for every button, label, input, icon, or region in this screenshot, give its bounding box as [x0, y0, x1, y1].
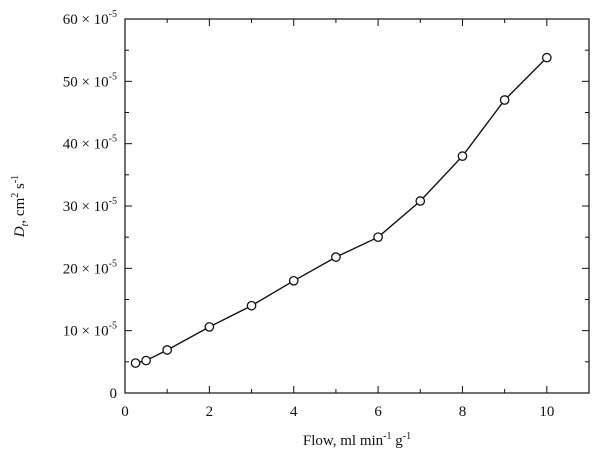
- data-point: [204, 322, 215, 332]
- data-point: [541, 52, 552, 63]
- y-tick-label: 30 × 10-5: [63, 196, 117, 215]
- x-tick-label: 0: [121, 404, 129, 420]
- y-tick-label: 0: [110, 386, 118, 402]
- y-tick-label: 20 × 10-5: [63, 258, 117, 277]
- x-axis-label: Flow, ml min-1 g-1: [303, 431, 411, 449]
- data-point: [130, 358, 141, 368]
- series-line: [135, 57, 548, 364]
- x-tick-label: 2: [206, 404, 214, 420]
- x-tick-label: 8: [459, 404, 467, 420]
- data-point: [499, 95, 510, 105]
- y-tick-label: 40 × 10-5: [63, 134, 117, 153]
- y-tick-label: 10 × 10-5: [63, 321, 117, 340]
- data-point: [288, 275, 299, 286]
- series: [130, 52, 552, 368]
- y-tick-label: 50 × 10-5: [63, 71, 117, 90]
- data-point: [141, 355, 151, 366]
- y-tick-label: 60 × 10-5: [63, 9, 117, 28]
- data-point: [373, 232, 383, 243]
- x-tick-label: 10: [539, 404, 554, 420]
- data-point: [162, 345, 173, 355]
- plot-frame: [124, 18, 590, 394]
- y-ticks: 0 10 × 10-5 20 × 10-5 30 × 10-5 40 × 10-5 50 …: [63, 9, 589, 402]
- x-tick-label: 6: [374, 404, 382, 420]
- data-point: [246, 300, 257, 311]
- data-point: [457, 151, 468, 161]
- x-ticks: 0 2 4 6 8 10: [121, 19, 590, 420]
- data-point: [415, 196, 426, 206]
- data-point: [331, 252, 341, 262]
- y-axis-label: Dt, cm2 s-1: [10, 175, 31, 238]
- x-tick-label: 4: [290, 404, 298, 420]
